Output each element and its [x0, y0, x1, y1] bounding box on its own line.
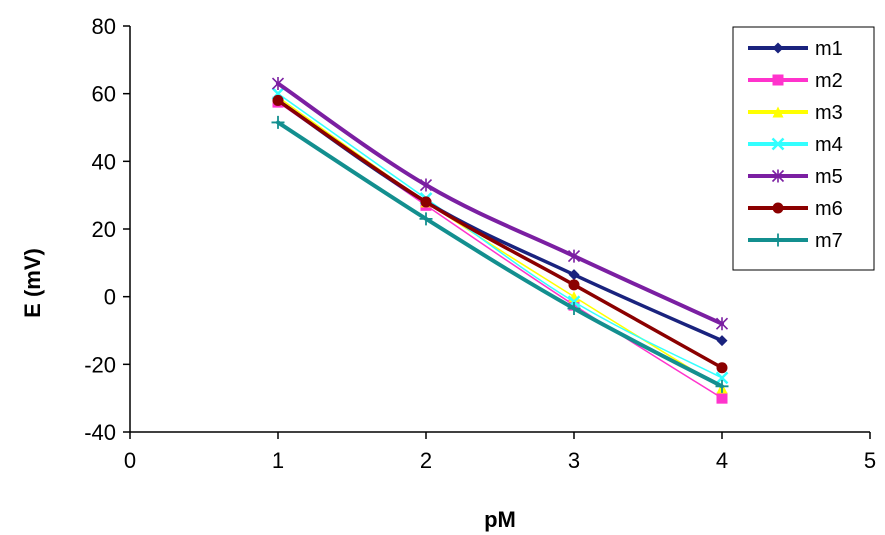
data-point-m5	[271, 77, 285, 91]
legend-label: m5	[815, 166, 843, 188]
legend-marker	[771, 169, 785, 183]
series-line-m6	[276, 98, 724, 370]
data-point-m7	[567, 302, 581, 316]
series-line-m5	[276, 81, 724, 326]
legend-box	[732, 26, 875, 271]
y-ticks: -40 -20 0 20 40 60 80	[84, 14, 130, 445]
x-tick-label: 3	[568, 448, 580, 473]
series-m5	[271, 77, 729, 331]
y-tick-label: 0	[104, 285, 116, 310]
data-point-m7	[271, 115, 285, 129]
legend: m1 m2 m3 m4 m5 m6 m7	[732, 26, 875, 271]
legend-item-m2: m2	[748, 70, 843, 92]
data-point-m4	[715, 371, 729, 385]
x-tick-label: 5	[864, 448, 876, 473]
y-tick-label: -20	[84, 352, 116, 377]
data-point-m5	[567, 249, 581, 263]
y-axis-title: E (mV)	[20, 248, 45, 318]
legend-item-m3: m3	[748, 102, 843, 124]
legend-label: m7	[815, 230, 843, 252]
data-point-m6	[272, 94, 284, 106]
y-tick-label: 40	[92, 149, 116, 174]
data-point-m6	[716, 362, 728, 374]
series-line-m3	[277, 96, 723, 389]
data-point-m6	[420, 196, 432, 208]
y-tick-label: -40	[84, 420, 116, 445]
y-tick-label: 80	[92, 14, 116, 39]
data-point-m1	[568, 269, 580, 281]
x-tick-label: 4	[716, 448, 728, 473]
legend-label: m1	[815, 38, 843, 60]
series-group	[271, 77, 729, 404]
series-m1	[272, 94, 728, 347]
x-axis-title: pM	[484, 507, 516, 532]
data-point-m6	[568, 279, 580, 291]
y-tick-label: 20	[92, 217, 116, 242]
x-ticks: 0 1 2 3 4 5	[124, 432, 876, 473]
legend-marker	[771, 137, 785, 151]
series-m6	[272, 94, 728, 374]
data-point-m5	[715, 317, 729, 331]
legend-item-m1: m1	[748, 38, 843, 60]
x-tick-label: 2	[420, 448, 432, 473]
legend-marker	[772, 106, 784, 118]
legend-item-m4: m4	[748, 134, 843, 156]
data-point-m5	[419, 178, 433, 192]
legend-item-m7: m7	[748, 230, 843, 252]
x-tick-label: 1	[272, 448, 284, 473]
series-line-m1	[276, 98, 724, 343]
data-point-m1	[716, 335, 728, 347]
series-m7	[271, 115, 729, 393]
legend-label: m6	[815, 198, 843, 220]
legend-marker	[772, 42, 784, 54]
x-tick-label: 0	[124, 448, 136, 473]
data-point-m7	[419, 212, 433, 226]
series-m4	[271, 87, 729, 385]
data-point-m2	[716, 392, 728, 404]
series-line-m4	[277, 92, 723, 379]
series-line-m7	[276, 120, 724, 389]
data-point-m7	[715, 379, 729, 393]
legend-label: m4	[815, 134, 843, 156]
legend-marker	[772, 74, 784, 86]
legend-marker	[771, 233, 785, 247]
legend-label: m3	[815, 102, 843, 124]
legend-marker	[772, 202, 784, 214]
legend-item-m5: m5	[748, 166, 843, 188]
legend-item-m6: m6	[748, 198, 843, 220]
y-tick-label: 60	[92, 82, 116, 107]
legend-label: m2	[815, 70, 843, 92]
